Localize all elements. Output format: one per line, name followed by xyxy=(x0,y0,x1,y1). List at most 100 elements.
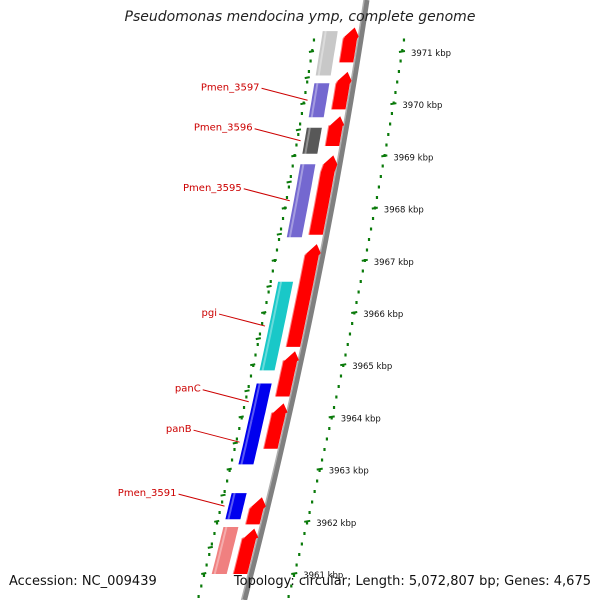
cog-gene-block xyxy=(225,493,247,520)
topology-text: Topology: circular; Length: 5,072,807 bp… xyxy=(233,574,591,589)
inner-tick xyxy=(250,363,256,367)
track-dot xyxy=(309,59,312,63)
scale-tick-label: 3967 kbp xyxy=(374,258,414,268)
track-dot xyxy=(300,112,304,115)
track-dot xyxy=(221,500,224,504)
track-dot xyxy=(290,584,293,588)
gene-label: Pmen_3597 xyxy=(201,82,260,93)
scale-tick-label: 3964 kbp xyxy=(341,414,381,424)
cog-gene-shade xyxy=(213,526,228,575)
inner-tick xyxy=(220,493,226,497)
forward-cds-track xyxy=(232,27,359,575)
track-dot xyxy=(351,322,354,325)
forward-cds-arrow xyxy=(286,244,321,347)
track-dot xyxy=(392,101,395,105)
scale-tick-label: 3969 kbp xyxy=(393,153,433,163)
track-dot xyxy=(292,574,296,577)
track-dot xyxy=(313,490,316,493)
cog-gene-shade xyxy=(310,83,319,118)
track-dot xyxy=(357,290,360,294)
gene-label: Pmen_3596 xyxy=(194,123,253,134)
track-dot xyxy=(200,584,203,588)
scale-tick-label: 3968 kbp xyxy=(384,206,424,216)
gene-label-leader xyxy=(254,128,301,142)
track-dot xyxy=(258,332,262,336)
cog-gene-block xyxy=(308,83,330,118)
track-dot xyxy=(379,175,382,178)
scale-tick-label: 3966 kbp xyxy=(363,310,403,320)
forward-cds-edge xyxy=(245,505,253,525)
forward-cds-arrow xyxy=(339,27,359,63)
track-dot xyxy=(269,280,272,283)
inner-tick xyxy=(226,467,232,471)
track-dot xyxy=(332,406,336,409)
track-dot xyxy=(316,479,319,483)
inner-tick xyxy=(214,519,220,523)
scale-tick xyxy=(291,572,298,575)
track-dot xyxy=(205,563,208,567)
track-dot xyxy=(306,80,309,84)
track-dot xyxy=(230,458,234,462)
cog-gene-block xyxy=(248,383,272,420)
inner-tick xyxy=(300,102,306,106)
track-dot xyxy=(256,343,259,346)
track-dot xyxy=(311,500,314,504)
track-dot xyxy=(389,122,392,126)
forward-cds-edge xyxy=(232,537,245,575)
track-dot xyxy=(348,332,352,336)
forward-cds-arrow xyxy=(233,528,259,574)
track-dot xyxy=(361,269,364,273)
forward-cds-arrow xyxy=(308,155,338,235)
inner-tick xyxy=(201,572,207,575)
cog-gene-shade xyxy=(304,127,311,154)
track-dot xyxy=(261,322,264,325)
track-dot xyxy=(226,479,229,483)
track-dot xyxy=(285,196,289,199)
track-dot xyxy=(369,227,373,231)
track-dot xyxy=(305,521,309,525)
inner-tick xyxy=(238,415,244,419)
track-dot xyxy=(249,374,253,378)
accession-text: Accession: NC_009439 xyxy=(9,574,157,589)
track-dot xyxy=(304,91,307,94)
cog-gene-block xyxy=(211,527,239,574)
track-dot xyxy=(247,385,250,388)
gene-label-leader xyxy=(193,429,240,443)
track-dot xyxy=(240,416,243,420)
track-dot xyxy=(271,269,274,273)
track-dot xyxy=(267,290,270,294)
track-dot xyxy=(277,238,281,241)
cog-track xyxy=(211,30,338,575)
gene-label: panB xyxy=(166,424,192,435)
track-dot xyxy=(197,595,200,598)
scale-tick-label: 3971 kbp xyxy=(411,49,451,59)
gene-label: Pmen_3591 xyxy=(118,488,177,499)
track-dot xyxy=(355,301,358,304)
track-dot xyxy=(298,553,301,556)
forward-cds-edge xyxy=(308,164,324,235)
track-dot xyxy=(377,185,381,189)
track-dot xyxy=(339,374,343,378)
gene-label: panC xyxy=(175,384,201,395)
forward-cds-edge xyxy=(331,80,339,110)
track-dot xyxy=(242,406,246,409)
cog-gene-block xyxy=(259,281,294,371)
track-dot xyxy=(202,574,206,577)
track-dot xyxy=(233,448,236,451)
cog-gene-shade xyxy=(288,164,305,238)
gene-label: pgi xyxy=(202,308,217,319)
track-dot xyxy=(265,301,268,304)
inner-tick xyxy=(207,545,213,549)
track-dot xyxy=(402,38,406,42)
forward-cds-edge xyxy=(285,252,308,348)
track-dot xyxy=(328,427,331,430)
track-dot xyxy=(275,248,279,252)
track-dot xyxy=(381,164,384,168)
scale-tick-label: 3963 kbp xyxy=(329,467,369,477)
track-dot xyxy=(399,59,402,63)
track-dot xyxy=(307,70,311,73)
inner-tick xyxy=(308,50,315,53)
gene-label: Pmen_3595 xyxy=(183,183,242,194)
backbone-highlight xyxy=(240,0,365,600)
